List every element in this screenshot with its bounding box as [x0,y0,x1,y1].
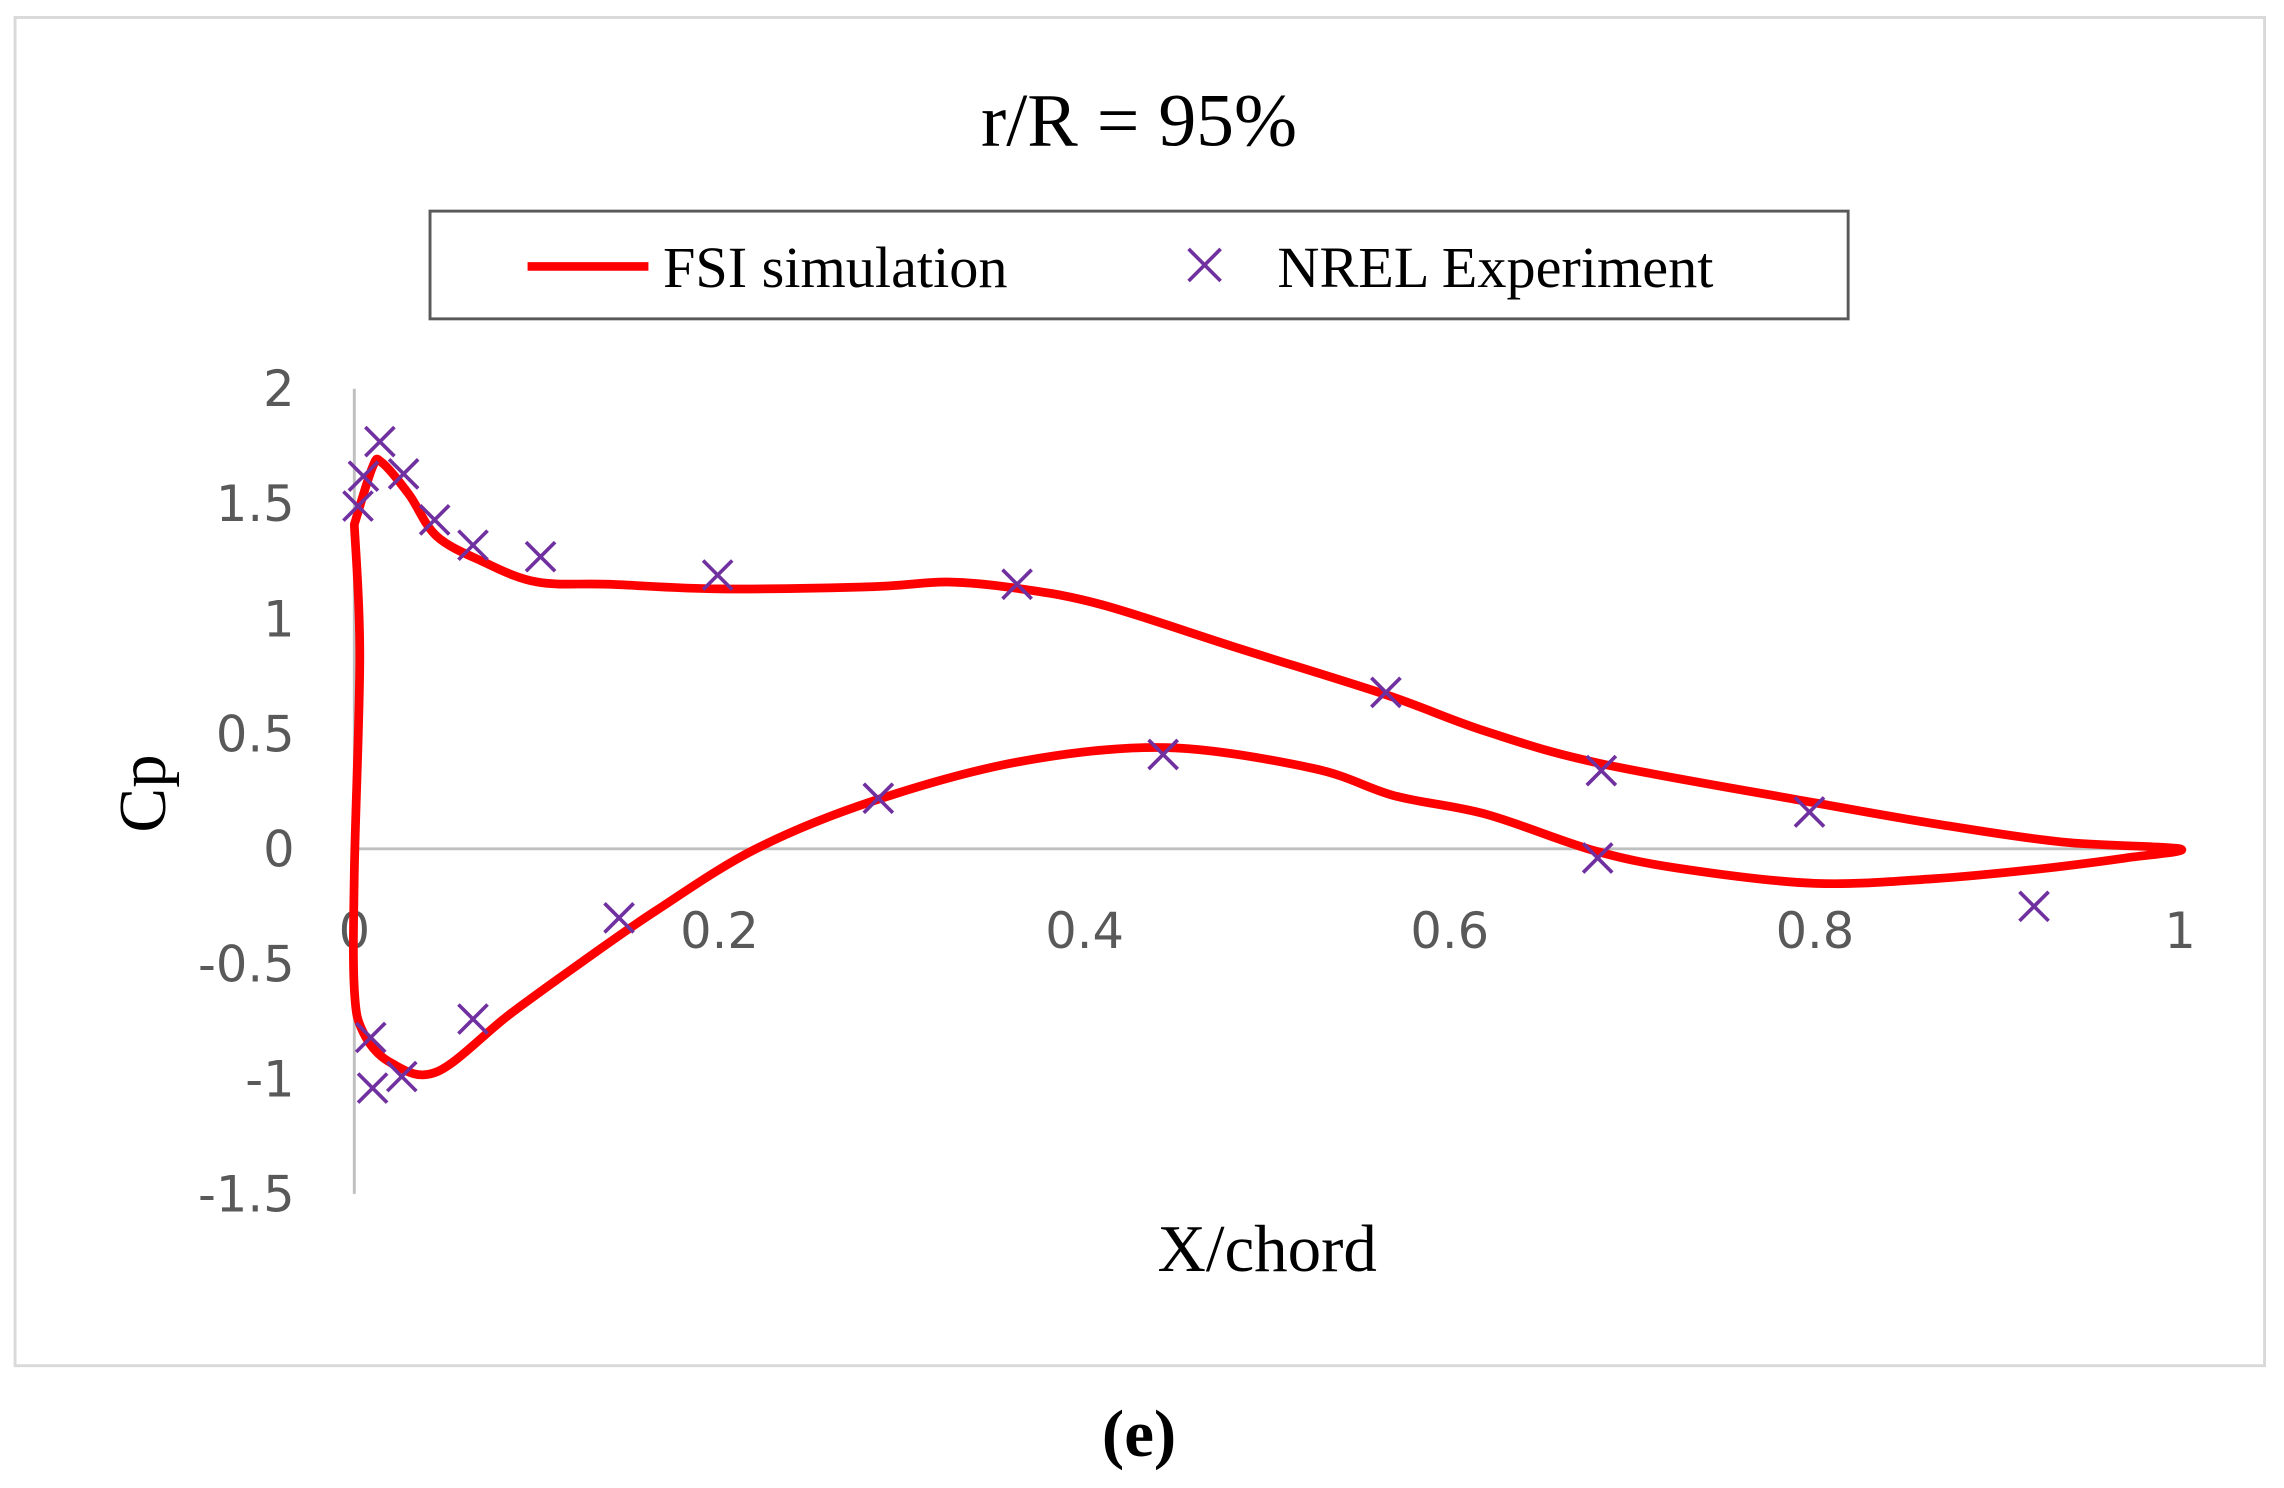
nrel-experiment-point [457,529,489,562]
legend-box [428,209,1850,321]
x-tick-label: 0.2 [680,902,759,960]
nrel-experiment-point [1581,842,1614,874]
nrel-experiment-point [1585,754,1618,787]
y-tick-label: -1.5 [198,1165,295,1223]
legend: FSI simulation NREL Experiment [428,209,1850,321]
legend-marker-nrel [1187,247,1222,283]
nrel-experiment-point [524,540,557,573]
nrel-experiment-point [356,1072,389,1104]
nrel-experiment-point [1793,796,1826,828]
x-axis-label: X/chord [1157,1212,1376,1286]
nrel-experiment-point [364,425,396,458]
y-tick-label: 2 [263,360,295,418]
y-tick-label: -0.5 [198,935,295,993]
nrel-experiment-point [418,504,451,536]
figure-caption: (e) [1102,1397,1176,1471]
nrel-experiment-point [354,1021,387,1054]
x-tick-label: 0.6 [1410,902,1489,960]
nrel-experiment-point [862,782,895,815]
legend-label-fsi: FSI simulation [663,235,1008,300]
nrel-experiment-point [603,901,635,934]
x-tick-label: 1 [2164,902,2196,960]
nrel-experiment-point [347,460,380,493]
y-tick-label: 1 [263,590,295,648]
y-tick-label: -1 [245,1050,294,1108]
nrel-experiment-point [1370,676,1402,709]
x-tick-label: 0.4 [1045,902,1124,960]
chart-title: r/R = 95% [981,80,1297,163]
y-tick-label: 1.5 [216,475,295,533]
nrel-experiment-point [342,490,374,522]
nrel-experiment-point [1147,738,1179,771]
nrel-experiment-point [387,458,420,490]
legend-label-nrel: NREL Experiment [1277,235,1713,300]
nrel-experiment-point [2018,890,2050,923]
nrel-experiment-point [701,559,734,591]
nrel-experiment-point [1001,568,1033,601]
nrel-experiment-point [385,1060,418,1093]
y-tick-label: 0.5 [216,705,295,763]
y-axis-label: Cp [106,754,180,832]
x-tick-label: 0.8 [1776,902,1855,960]
fsi-simulation-line [349,454,2187,1080]
y-tick-label: 0 [263,820,295,878]
nrel-experiment-point [457,1003,489,1035]
